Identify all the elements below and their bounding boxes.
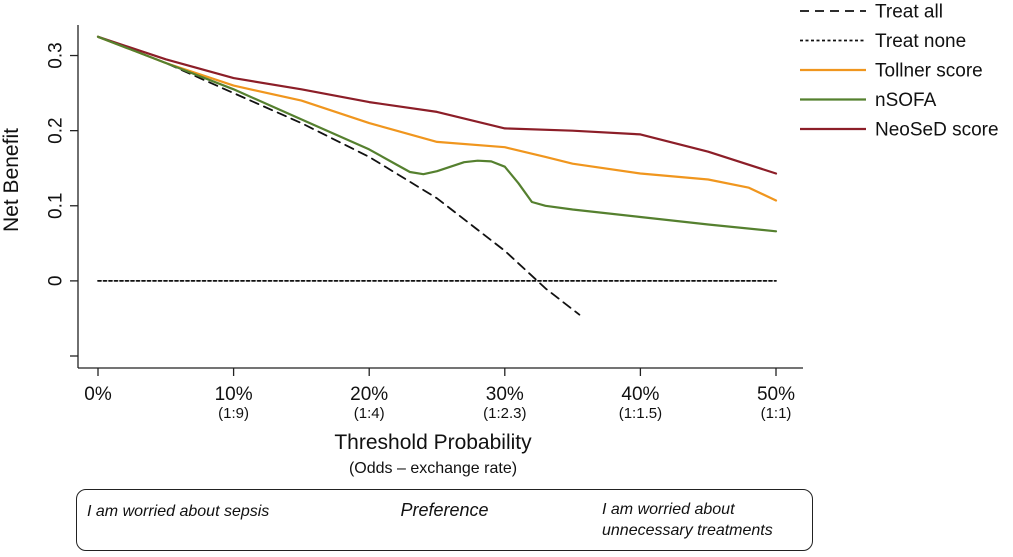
y-axis-title: Net Benefit bbox=[0, 128, 23, 232]
legend-label: Tollner score bbox=[875, 61, 983, 82]
x-tick-label: 20% bbox=[350, 384, 388, 405]
legend-label: NeoSeD score bbox=[875, 120, 999, 141]
preference-left-label: I am worried about sepsis bbox=[87, 503, 270, 520]
x-axis-subtitle: (Odds – exchange rate) bbox=[349, 460, 517, 477]
x-tick-odds-label: (1:4) bbox=[354, 405, 385, 422]
series-layer bbox=[96, 35, 778, 316]
legend-label: Treat all bbox=[875, 2, 943, 23]
y-tick-label: 0 bbox=[46, 276, 67, 287]
x-tick-label: 10% bbox=[215, 384, 253, 405]
y-tick-label: 0.3 bbox=[46, 42, 67, 68]
y-tick-label: 0.2 bbox=[46, 117, 67, 143]
legend-label: nSOFA bbox=[875, 90, 937, 111]
x-axis-title: Threshold Probability bbox=[334, 431, 532, 454]
x-tick-label: 0% bbox=[84, 384, 112, 405]
preference-right-label: I am worried about unnecessary treatment… bbox=[602, 501, 773, 539]
decision-curve-chart: 0.3 0.2 0.1 0 0% 10%(1:9) 20%(1:4) 30%(1:2.3) 40… bbox=[0, 2, 999, 477]
legend: Treat all Treat none Tollner score nSOFA Neo… bbox=[800, 2, 999, 141]
series-line-neosed-score bbox=[96, 35, 778, 175]
x-tick-label: 50% bbox=[757, 384, 795, 405]
x-tick-odds-label: (1:1.5) bbox=[619, 405, 662, 422]
series-line-treat-all bbox=[97, 35, 581, 316]
axes: 0.3 0.2 0.1 0 0% 10%(1:9) 20%(1:4) 30%(1:2.3) 40… bbox=[46, 25, 803, 422]
x-tick-odds-label: (1:1) bbox=[761, 405, 792, 422]
legend-label: Treat none bbox=[875, 31, 966, 52]
x-tick-label: 40% bbox=[621, 384, 659, 405]
y-tick-label: 0.1 bbox=[46, 193, 67, 219]
x-tick-odds-label: (1:2.3) bbox=[483, 405, 526, 422]
preference-box: I am worried about sepsis Preference I a… bbox=[76, 489, 813, 551]
x-tick-label: 30% bbox=[486, 384, 524, 405]
x-tick-odds-label: (1:9) bbox=[218, 405, 249, 422]
series-line-nsofa bbox=[96, 35, 778, 233]
preference-title: Preference bbox=[400, 500, 489, 520]
series-line-tollner-score bbox=[96, 35, 778, 202]
